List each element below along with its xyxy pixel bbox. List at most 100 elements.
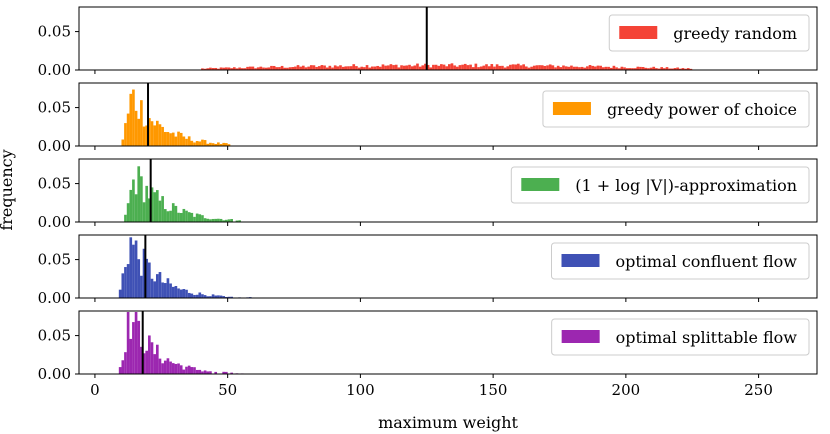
bar bbox=[649, 67, 653, 70]
panels-group: 0.00 0.05 greedy random 0.00 0.05 greedy powe… bbox=[38, 6, 818, 399]
bar bbox=[487, 66, 491, 70]
bar bbox=[604, 66, 608, 70]
bar bbox=[145, 350, 149, 374]
bar bbox=[259, 66, 263, 70]
bar bbox=[121, 139, 125, 146]
bar bbox=[150, 342, 154, 374]
bar bbox=[198, 292, 202, 298]
bar bbox=[378, 66, 382, 70]
bar bbox=[140, 346, 143, 374]
bar bbox=[166, 132, 170, 146]
bar bbox=[148, 118, 151, 146]
bar bbox=[142, 126, 146, 146]
y-axis-label: frequency bbox=[0, 149, 16, 230]
bar bbox=[583, 67, 587, 70]
bar bbox=[530, 66, 533, 70]
bar bbox=[235, 68, 239, 70]
bar bbox=[655, 68, 658, 70]
bar bbox=[129, 93, 133, 146]
bar bbox=[153, 125, 156, 146]
bar bbox=[434, 64, 438, 70]
bar bbox=[397, 67, 401, 70]
bar bbox=[171, 203, 175, 222]
axes-frame bbox=[78, 158, 818, 223]
histogram-bars bbox=[201, 63, 693, 70]
bar bbox=[227, 144, 231, 146]
bar bbox=[267, 67, 271, 70]
bar bbox=[163, 360, 167, 374]
bar bbox=[402, 65, 406, 70]
bar bbox=[546, 65, 549, 70]
axes-frame bbox=[78, 234, 818, 299]
bar bbox=[150, 278, 154, 298]
bar bbox=[124, 352, 127, 374]
bar bbox=[477, 67, 480, 70]
bar bbox=[209, 142, 212, 146]
bar bbox=[169, 210, 172, 222]
legend-patch bbox=[521, 178, 560, 191]
bar bbox=[195, 294, 199, 298]
bar bbox=[413, 65, 417, 70]
bar bbox=[187, 212, 191, 222]
bar bbox=[498, 65, 502, 70]
legend-patch bbox=[552, 102, 591, 115]
bar bbox=[405, 65, 409, 70]
bar bbox=[155, 120, 159, 146]
bar bbox=[524, 66, 528, 70]
bar bbox=[357, 67, 361, 70]
bar bbox=[140, 100, 143, 146]
y-tick-label: 0.00 bbox=[38, 213, 71, 231]
bar bbox=[299, 66, 302, 70]
bar bbox=[684, 68, 687, 70]
bar bbox=[187, 292, 191, 298]
bar bbox=[206, 143, 210, 146]
bar bbox=[562, 65, 565, 70]
bar bbox=[570, 65, 573, 70]
bar bbox=[174, 136, 178, 146]
bar bbox=[522, 64, 525, 70]
bar bbox=[572, 66, 576, 70]
bar bbox=[142, 248, 146, 298]
bar bbox=[400, 65, 403, 70]
bar bbox=[612, 65, 616, 70]
bar bbox=[222, 296, 226, 298]
bar bbox=[211, 143, 215, 146]
bar bbox=[368, 67, 372, 70]
bar bbox=[166, 211, 170, 222]
bar bbox=[559, 67, 563, 70]
bar bbox=[296, 65, 300, 70]
legend: (1 + log |V|)-approximation bbox=[510, 166, 810, 204]
bar bbox=[214, 67, 218, 70]
bar bbox=[148, 335, 151, 374]
legend-label: (1 + log |V|)-approximation bbox=[575, 176, 797, 195]
bar bbox=[177, 131, 180, 146]
legend-frame bbox=[542, 90, 810, 128]
panel-5: 0.00 0.05 0 50 100 150 200 250 optimal splittabl… bbox=[38, 310, 818, 399]
bar bbox=[432, 64, 435, 70]
bar bbox=[217, 68, 220, 70]
bar bbox=[307, 66, 310, 70]
bar bbox=[437, 65, 441, 70]
bar bbox=[227, 219, 231, 222]
bar bbox=[211, 294, 215, 298]
bar bbox=[219, 144, 223, 146]
bar bbox=[458, 65, 462, 70]
bar bbox=[474, 63, 478, 70]
bar bbox=[126, 264, 130, 298]
bar bbox=[121, 360, 125, 374]
bar bbox=[182, 289, 186, 298]
bar bbox=[315, 66, 318, 70]
bar bbox=[145, 258, 149, 298]
bar bbox=[153, 354, 156, 374]
bar bbox=[349, 66, 353, 70]
bar bbox=[174, 285, 178, 298]
bar bbox=[129, 237, 133, 298]
legend-label: optimal confluent flow bbox=[616, 252, 798, 271]
bar bbox=[132, 322, 135, 374]
bar bbox=[195, 369, 199, 374]
bar bbox=[625, 68, 629, 70]
bar bbox=[140, 275, 143, 298]
bar bbox=[418, 66, 422, 70]
y-tick-label: 0.05 bbox=[38, 99, 71, 117]
